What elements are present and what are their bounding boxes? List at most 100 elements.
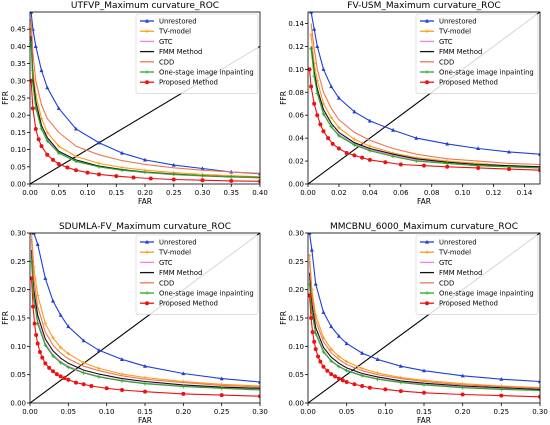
y-tick-label: 0.20 xyxy=(10,286,26,294)
data-point xyxy=(360,384,365,388)
data-point xyxy=(43,361,48,366)
chart-title: FV-USM_Maximum curvature_ROC xyxy=(347,1,500,11)
series-line-unrestored xyxy=(308,233,540,383)
series-line-one-stage-image-inpainting xyxy=(30,261,260,391)
data-point xyxy=(229,178,234,183)
data-point xyxy=(258,176,260,180)
legend-box xyxy=(415,234,539,315)
legend-marker xyxy=(425,80,429,85)
data-point xyxy=(375,377,380,381)
data-point xyxy=(422,383,426,387)
series-line-fmm-method xyxy=(310,46,540,168)
y-tick-label: 0.05 xyxy=(10,371,26,379)
chart-title: SDUMLA-FV_Maximum curvature_ROC xyxy=(59,222,231,232)
data-point xyxy=(315,91,320,96)
plot-series-area xyxy=(308,233,540,403)
legend-label: TV-model xyxy=(158,28,191,36)
series-line-cdd xyxy=(308,261,540,389)
data-point xyxy=(31,304,36,309)
data-point xyxy=(315,113,320,118)
x-tick-label: 0.08 xyxy=(424,189,440,197)
data-point xyxy=(398,162,403,167)
data-point xyxy=(375,357,380,361)
y-tick-label: 0.08 xyxy=(288,89,304,97)
series-line-tv-model xyxy=(308,255,540,389)
data-point xyxy=(148,176,153,181)
data-point xyxy=(325,368,330,373)
data-point xyxy=(143,170,147,175)
data-point xyxy=(309,316,314,320)
data-point xyxy=(337,126,341,130)
legend-label: Proposed Method xyxy=(439,300,498,308)
data-point xyxy=(40,355,45,360)
series-line-one-stage-image-inpainting xyxy=(310,48,540,169)
y-tick-label: 0.05 xyxy=(10,163,26,171)
data-point xyxy=(35,242,40,246)
data-point xyxy=(81,382,86,387)
data-point xyxy=(309,247,314,252)
x-axis-label: FAR xyxy=(417,416,431,425)
y-tick-label: 0.14 xyxy=(288,20,304,28)
data-point xyxy=(414,135,419,140)
series-line-proposed-method xyxy=(30,80,260,182)
data-point xyxy=(54,372,59,377)
data-point xyxy=(445,141,450,146)
data-point xyxy=(352,109,357,114)
data-point xyxy=(120,168,124,173)
data-point xyxy=(326,136,331,141)
data-point xyxy=(219,376,224,381)
data-point xyxy=(97,348,101,352)
series-line-unrestored xyxy=(310,12,540,155)
x-tick-label: 0.25 xyxy=(494,408,510,416)
y-tick-label: 0.00 xyxy=(10,181,26,189)
data-point xyxy=(318,122,323,127)
data-point xyxy=(85,170,90,175)
data-point xyxy=(313,332,318,336)
data-point xyxy=(35,341,40,346)
chart-title: UTFVP_Maximum curvature_ROC xyxy=(71,1,219,11)
data-point xyxy=(56,106,61,110)
data-point xyxy=(66,351,71,356)
data-point xyxy=(97,165,101,169)
data-point xyxy=(258,388,260,392)
legend-label: Proposed Method xyxy=(159,300,218,308)
data-point xyxy=(97,140,101,145)
legend-label: CDD xyxy=(159,279,174,287)
data-point xyxy=(97,366,101,371)
data-point xyxy=(308,293,312,298)
data-point xyxy=(114,174,119,179)
legend-label: One-stage image inpainting xyxy=(439,69,534,77)
data-point xyxy=(329,359,333,363)
chart-panel-3: SDUMLA-FV_Maximum curvature_ROC 0.00 0.05 0… xyxy=(1,222,268,425)
data-point xyxy=(391,127,396,132)
data-point xyxy=(74,159,78,164)
plot-series-area xyxy=(30,233,260,403)
x-tick-label: 0.10 xyxy=(99,408,115,416)
data-point xyxy=(30,233,34,235)
data-point xyxy=(329,347,333,351)
legend-marker xyxy=(145,291,149,295)
data-point xyxy=(321,67,326,71)
legend-marker xyxy=(425,18,429,23)
series-line-tv-model xyxy=(30,233,260,387)
legend-label: Unrestored xyxy=(159,18,197,26)
data-point xyxy=(45,130,50,135)
data-point xyxy=(538,379,540,384)
x-tick-label: 0.05 xyxy=(51,189,67,197)
data-point xyxy=(34,333,39,337)
data-point xyxy=(81,371,86,375)
data-point xyxy=(219,386,224,391)
data-point xyxy=(58,312,63,317)
data-point xyxy=(66,365,71,370)
data-point xyxy=(74,168,78,173)
legend-label: One-stage image inpainting xyxy=(439,290,534,298)
x-tick-label: 0.10 xyxy=(80,189,96,197)
data-point xyxy=(39,127,44,131)
y-tick-label: 0.15 xyxy=(10,315,26,323)
legend-label: GTC xyxy=(159,38,173,46)
data-point xyxy=(219,393,224,398)
legend-label: Proposed Method xyxy=(159,79,218,87)
data-point xyxy=(65,165,70,170)
plot-series-area xyxy=(30,12,260,184)
legend-label: GTC xyxy=(439,259,453,267)
